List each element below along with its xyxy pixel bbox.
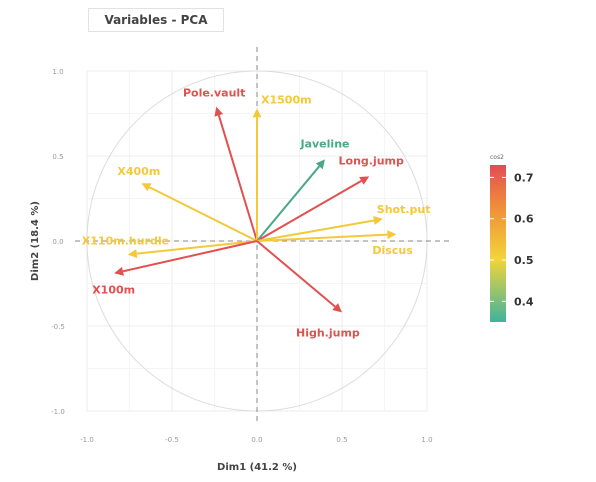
y-tick-label: -1.0 (51, 408, 65, 416)
arrow-x400m (149, 186, 258, 242)
arrow-javeline (256, 165, 321, 242)
arrowhead (359, 176, 370, 185)
legend-tick-label: 0.5 (514, 254, 534, 267)
arrowhead (141, 183, 152, 192)
x-tick-label: -1.0 (80, 436, 94, 444)
y-tick-label: 0.0 (52, 238, 63, 246)
legend-tick-label: 0.7 (514, 171, 534, 184)
y-tick-label: -0.5 (51, 323, 65, 331)
axis-ticks: -1.0 -0.5 0.0 0.5 1.0 -1.0 -0.5 0.0 0.5 1.0 (51, 68, 432, 444)
variable-label: Javeline (300, 137, 350, 150)
variable-label: Shot.put (377, 203, 431, 216)
variable-label: X110m.hurdle (82, 235, 169, 248)
cos2-legend: cos2 0.4 0.5 0.6 0.7 (490, 154, 534, 322)
arrowhead (373, 216, 383, 225)
arrowhead (214, 106, 224, 117)
chart-title: Variables - PCA (88, 8, 224, 32)
arrowhead (114, 266, 124, 276)
y-tick-label: 0.5 (52, 153, 63, 161)
arrow-shot-put (256, 219, 375, 242)
arrowhead (387, 230, 397, 240)
x-axis-title: Dim1 (41.2 %) (217, 462, 297, 473)
legend-tick-label: 0.4 (514, 295, 534, 308)
variable-label: High.jump (296, 326, 360, 339)
variable-label: Pole.vault (183, 87, 245, 100)
arrowhead (127, 249, 138, 259)
variable-labels: Pole.vault X1500m Javeline Long.jump X400m Sh… (82, 87, 431, 340)
variable-label: Long.jump (339, 154, 405, 167)
arrow-long-jump (256, 180, 362, 242)
variable-label: X100m (92, 283, 135, 296)
arrow-discus (256, 233, 388, 242)
x-tick-label: -0.5 (165, 436, 179, 444)
x-tick-label: 0.5 (336, 436, 347, 444)
x-tick-label: 0.0 (251, 436, 262, 444)
arrow-pole-vault (217, 115, 258, 242)
variable-label: Discus (372, 244, 413, 257)
arrowhead (315, 159, 325, 170)
x-tick-label: 1.0 (421, 436, 432, 444)
arrowhead (252, 108, 262, 118)
legend-color-bar (490, 165, 506, 322)
variable-label: X400m (117, 165, 160, 178)
arrow-high-jump (256, 240, 336, 308)
arrow-x100m (122, 240, 258, 273)
variable-arrows (114, 106, 397, 313)
arrowhead (332, 303, 342, 313)
arrow-x110m-hurdle (136, 240, 258, 255)
variable-label: X1500m (261, 93, 312, 106)
legend-title: cos2 (490, 154, 504, 161)
y-tick-label: 1.0 (52, 68, 63, 76)
legend-tick-label: 0.6 (514, 213, 534, 226)
y-axis-title: Dim2 (18.4 %) (30, 201, 41, 281)
